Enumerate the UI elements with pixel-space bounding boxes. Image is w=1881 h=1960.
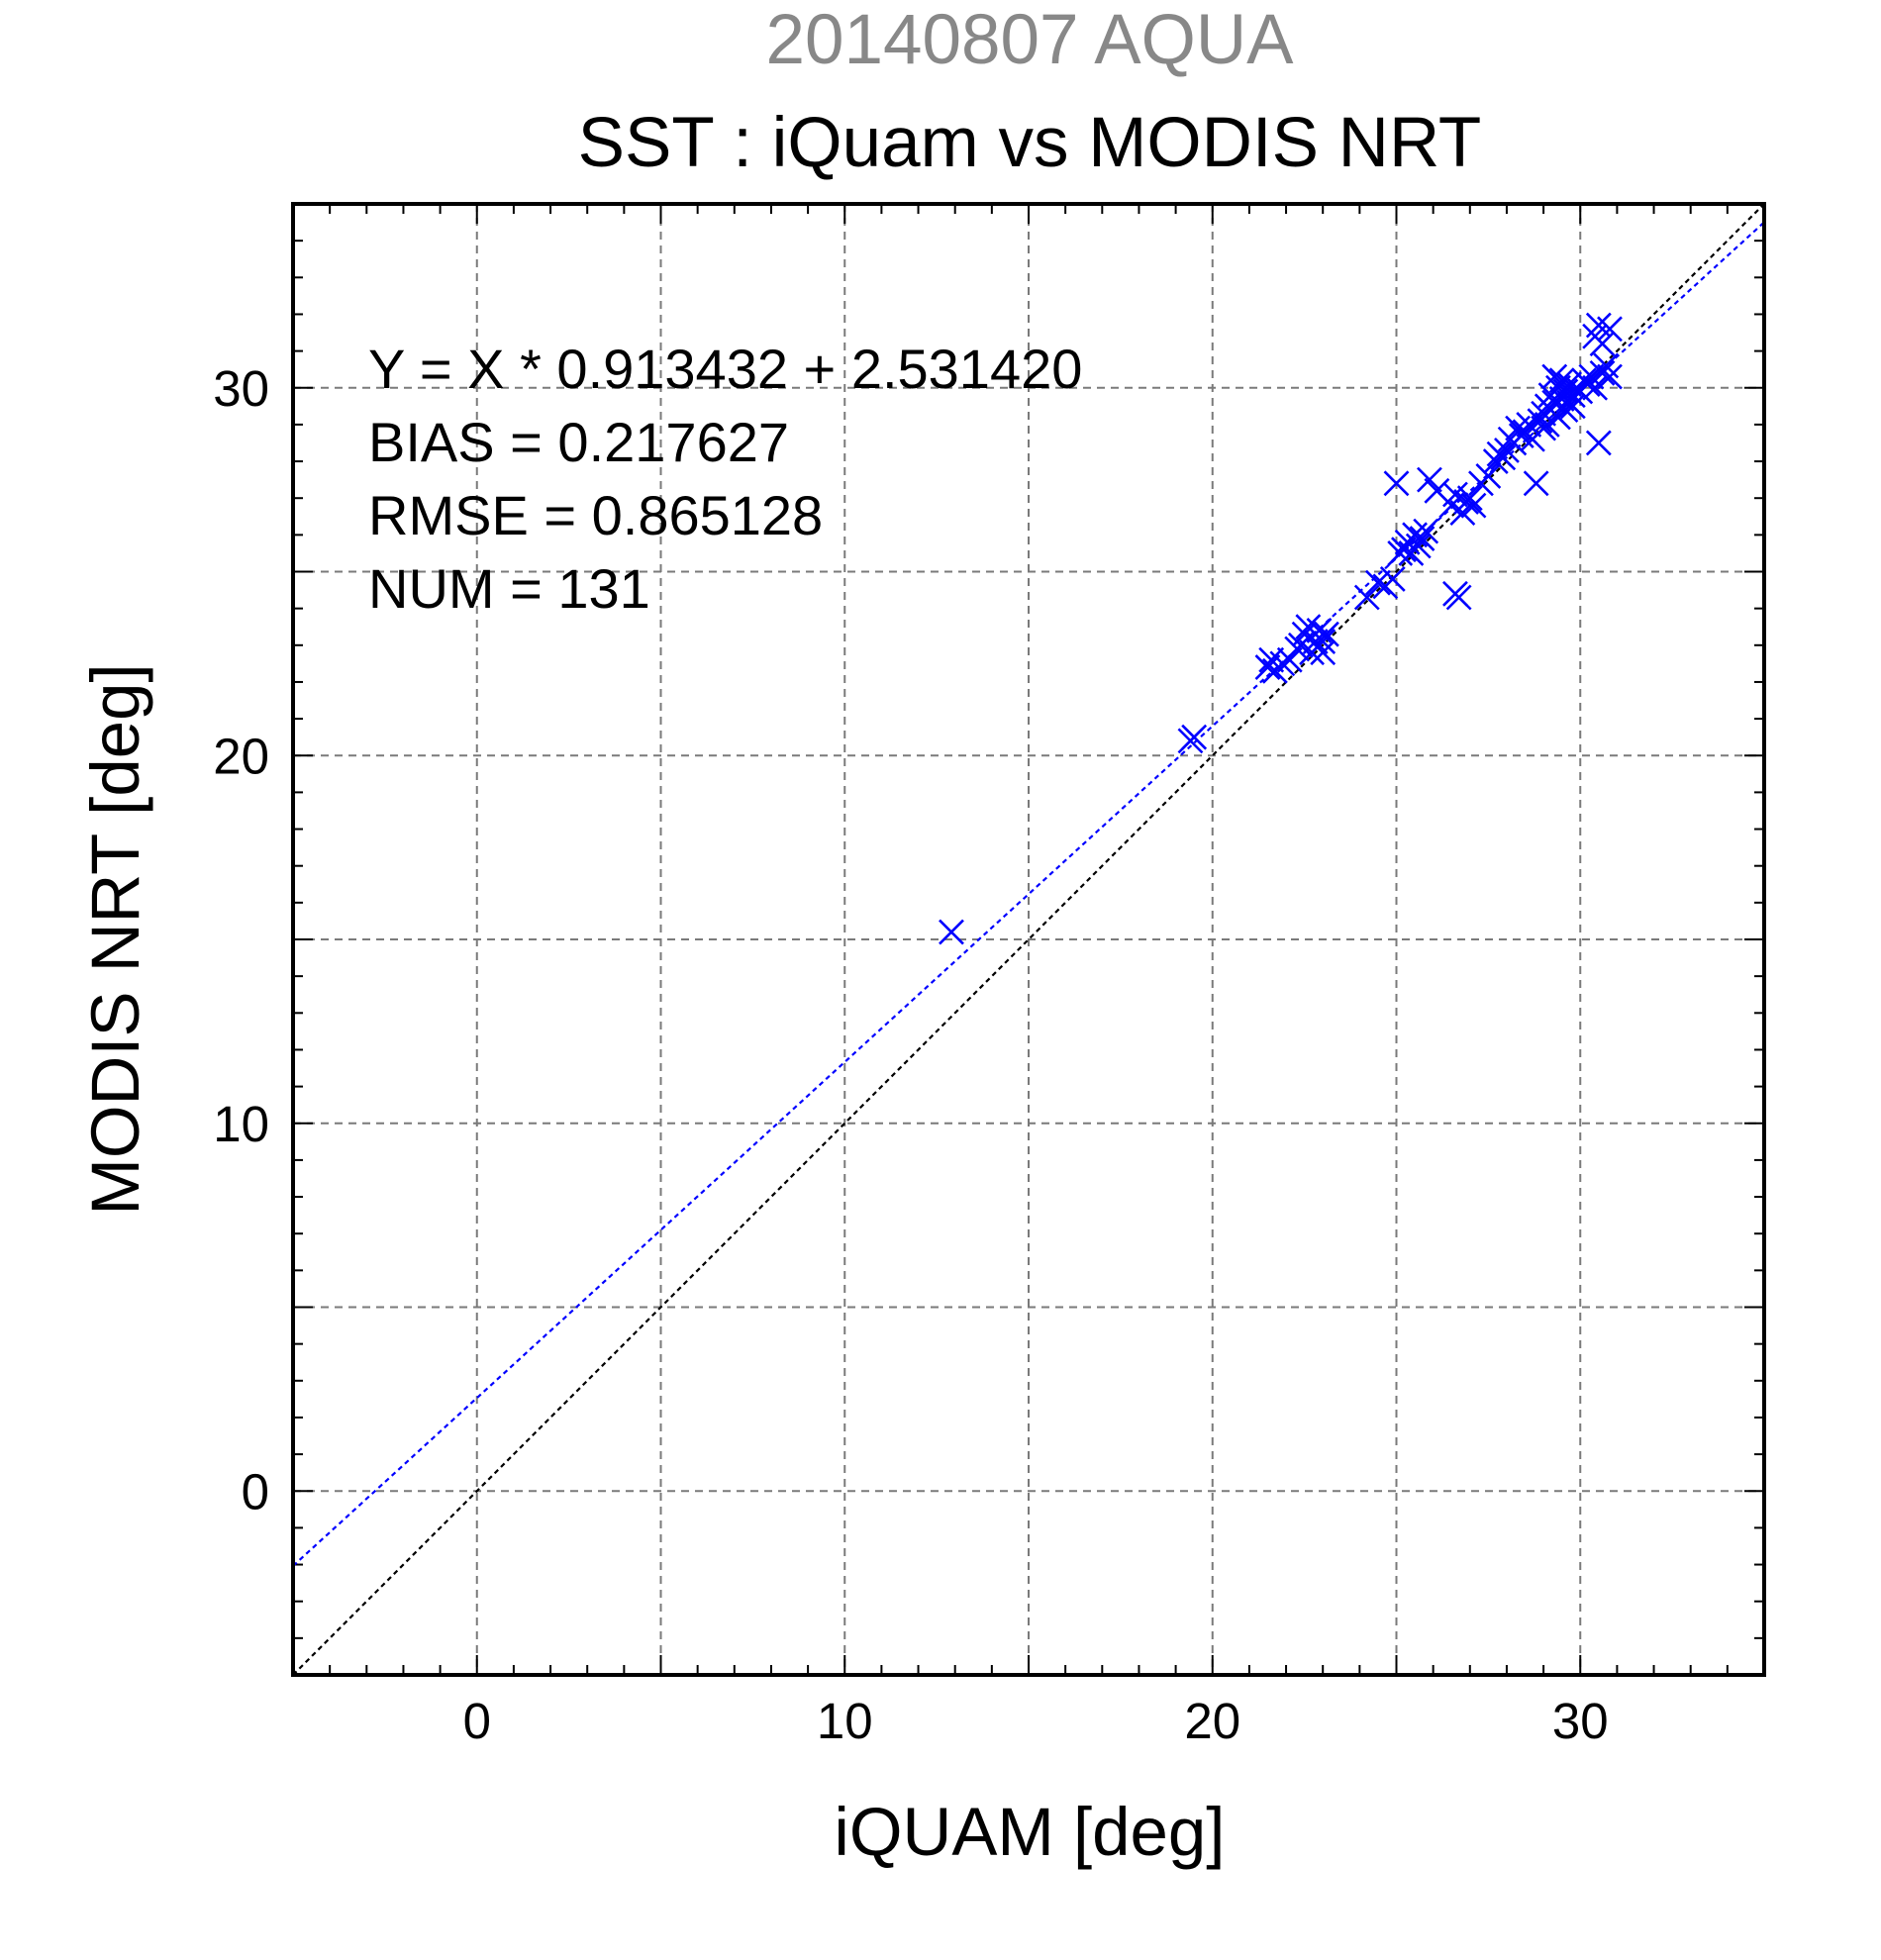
plot-frame — [291, 202, 1766, 1677]
bias-value: BIAS = 0.217627 — [368, 411, 789, 473]
data-points — [939, 312, 1623, 945]
data-point — [1353, 584, 1380, 611]
data-point — [1597, 316, 1623, 343]
data-point — [1405, 533, 1432, 559]
data-point — [1589, 359, 1616, 386]
data-point — [1445, 584, 1472, 611]
x-tick-label: 10 — [817, 1693, 873, 1749]
rmse-value: RMSE = 0.865128 — [368, 484, 823, 546]
stats-box: Y = X * 0.913432 + 2.531420 BIAS = 0.217… — [368, 338, 1082, 620]
data-point — [1254, 654, 1281, 681]
data-point — [1460, 492, 1487, 519]
date-title: 20140807 AQUA — [766, 1, 1295, 79]
data-point — [1314, 621, 1339, 647]
regression-equation: Y = X * 0.913432 + 2.531420 — [368, 338, 1082, 400]
data-point — [1413, 518, 1439, 544]
data-point — [1589, 331, 1616, 357]
chart-title: SST : iQuam vs MODIS NRT — [578, 104, 1482, 182]
data-point — [1383, 470, 1410, 497]
tick-labels: 0 10 20 30 0 10 20 30 — [213, 360, 1608, 1749]
data-point — [1582, 374, 1609, 401]
y-tick-label: 0 — [242, 1463, 269, 1519]
data-point — [1181, 724, 1208, 750]
data-point — [1534, 411, 1560, 438]
y-tick-label: 10 — [213, 1096, 269, 1152]
grid — [293, 204, 1764, 1675]
data-point — [1523, 470, 1549, 497]
data-point — [1276, 646, 1303, 673]
data-point — [1379, 566, 1406, 592]
data-point — [1490, 444, 1517, 471]
data-point — [1409, 526, 1436, 551]
data-point — [1597, 363, 1623, 390]
num-value: NUM = 131 — [368, 557, 650, 620]
y-tick-label: 30 — [213, 360, 269, 417]
data-point — [1456, 485, 1483, 512]
data-point — [1310, 629, 1336, 655]
y-axis-label: MODIS NRT [deg] — [77, 663, 153, 1215]
y-tick-label: 20 — [213, 728, 269, 784]
data-point — [939, 919, 964, 945]
data-point — [1585, 430, 1612, 456]
x-tick-label: 20 — [1184, 1693, 1240, 1749]
data-point — [1442, 481, 1468, 508]
x-tick-label: 0 — [463, 1693, 491, 1749]
data-point — [1365, 569, 1391, 596]
x-axis-label: iQUAM [deg] — [835, 1794, 1226, 1870]
data-point — [1552, 397, 1579, 423]
data-point — [1475, 462, 1502, 489]
data-point — [1417, 466, 1442, 493]
data-point — [1391, 537, 1417, 563]
x-tick-label: 30 — [1552, 1693, 1609, 1749]
